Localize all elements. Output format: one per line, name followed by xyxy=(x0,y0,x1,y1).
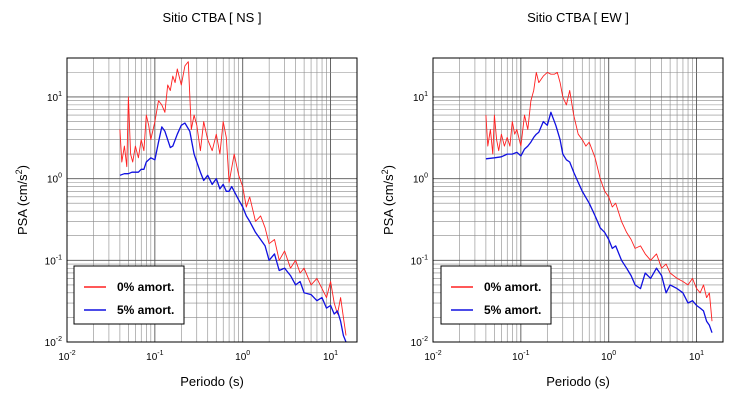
tick-exponent: -2 xyxy=(422,336,428,343)
y-axis-label-main: PSA (cm/s xyxy=(381,174,396,235)
x-tick-label: 10-2 xyxy=(58,350,75,363)
chart-title: Sitio CTBA [ EW ] xyxy=(527,10,629,25)
legend: 0% amort. 5% amort. xyxy=(440,265,552,325)
legend-box xyxy=(73,265,185,325)
x-tick-label: 10-2 xyxy=(424,350,441,363)
series-line-0 xyxy=(119,61,347,336)
plot-frame xyxy=(66,57,358,343)
y-tick-label: 101 xyxy=(47,91,62,104)
chart-ns: Sitio CTBA [ NS ] 10-2 10-1 100 101 10-210-… xyxy=(14,10,358,389)
x-tick-label: 100 xyxy=(601,350,616,363)
tick-exponent: 1 xyxy=(334,350,338,357)
tick-base: 10 xyxy=(58,352,70,363)
tick-exponent: 0 xyxy=(612,350,616,357)
tick-base: 10 xyxy=(413,93,425,104)
legend-label-1: 5% amort. xyxy=(117,303,174,317)
tick-exponent: 0 xyxy=(58,173,62,180)
x-tick-label: 100 xyxy=(235,350,250,363)
legend: 0% amort. 5% amort. xyxy=(73,265,185,325)
series-line-0 xyxy=(485,71,713,322)
y-axis-label-main: PSA (cm/s xyxy=(15,174,30,235)
tick-base: 10 xyxy=(413,175,425,186)
series-line-1 xyxy=(485,111,713,333)
x-axis-label: Periodo (s) xyxy=(546,374,610,389)
tick-exponent: -1 xyxy=(523,350,529,357)
legend-box xyxy=(440,265,552,325)
tick-base: 10 xyxy=(411,256,423,267)
y-tick-label: 10-2 xyxy=(411,336,428,349)
y-tick-label: 101 xyxy=(413,91,428,104)
tick-exponent: -1 xyxy=(56,254,62,261)
tick-base: 10 xyxy=(323,352,335,363)
tick-exponent: -1 xyxy=(422,254,428,261)
x-tick-label: 101 xyxy=(323,350,338,363)
tick-base: 10 xyxy=(689,352,701,363)
y-axis-label-sup: 2 xyxy=(14,169,24,174)
series-line-1 xyxy=(119,122,347,343)
tick-exponent: 1 xyxy=(424,91,428,98)
series-group xyxy=(485,71,713,333)
tick-exponent: 1 xyxy=(58,91,62,98)
y-tick-label: 10-2 xyxy=(45,336,62,349)
legend-label-1: 5% amort. xyxy=(484,303,541,317)
y-tick-label: 100 xyxy=(413,173,428,186)
y-axis-label: PSA (cm/s2) xyxy=(14,165,30,235)
x-tick-labels: 10-2 10-1 100 101 xyxy=(58,350,338,363)
tick-base: 10 xyxy=(45,338,57,349)
y-tick-label: 10-1 xyxy=(411,254,428,267)
y-axis-label: PSA (cm/s2) xyxy=(380,165,396,235)
x-axis-label: Periodo (s) xyxy=(180,374,244,389)
tick-exponent: 1 xyxy=(700,350,704,357)
x-tick-labels: 10-2 10-1 100 101 xyxy=(424,350,704,363)
chart-ew: Sitio CTBA [ EW ] 10-2 10-1 100 101 10-210-… xyxy=(380,10,724,389)
tick-base: 10 xyxy=(146,352,158,363)
tick-base: 10 xyxy=(424,352,436,363)
tick-base: 10 xyxy=(47,175,59,186)
y-axis-label-sup: 2 xyxy=(380,169,390,174)
y-tick-label: 10-1 xyxy=(45,254,62,267)
tick-base: 10 xyxy=(512,352,524,363)
y-axis-label-close: ) xyxy=(381,165,396,169)
tick-exponent: -2 xyxy=(69,350,75,357)
legend-label-0: 0% amort. xyxy=(484,280,541,294)
tick-base: 10 xyxy=(45,256,57,267)
tick-exponent: -1 xyxy=(157,350,163,357)
chart-title: Sitio CTBA [ NS ] xyxy=(163,10,262,25)
tick-base: 10 xyxy=(411,338,423,349)
series-group xyxy=(119,61,347,343)
y-axis-label-close: ) xyxy=(15,165,30,169)
legend-label-0: 0% amort. xyxy=(117,280,174,294)
tick-exponent: -2 xyxy=(56,336,62,343)
y-tick-label: 100 xyxy=(47,173,62,186)
tick-exponent: 0 xyxy=(246,350,250,357)
x-tick-label: 10-1 xyxy=(146,350,163,363)
x-tick-label: 101 xyxy=(689,350,704,363)
plot-frame xyxy=(432,57,724,343)
tick-base: 10 xyxy=(601,352,613,363)
tick-base: 10 xyxy=(235,352,247,363)
tick-exponent: 0 xyxy=(424,173,428,180)
x-tick-label: 10-1 xyxy=(512,350,529,363)
tick-exponent: -2 xyxy=(435,350,441,357)
tick-base: 10 xyxy=(47,93,59,104)
